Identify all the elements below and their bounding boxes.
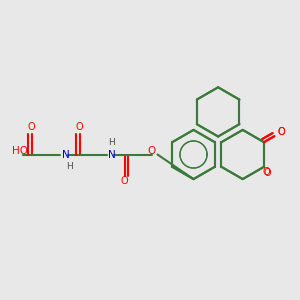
Text: N: N — [108, 149, 116, 160]
Text: HO: HO — [12, 146, 28, 157]
Text: H: H — [108, 138, 115, 147]
Text: O: O — [262, 167, 270, 177]
Text: O: O — [121, 176, 128, 187]
Text: O: O — [277, 128, 285, 137]
Text: H: H — [66, 162, 73, 171]
Text: O: O — [76, 122, 83, 133]
Text: O: O — [28, 122, 35, 133]
Text: O: O — [277, 128, 285, 137]
Text: O: O — [263, 168, 271, 178]
Text: N: N — [61, 149, 69, 160]
Text: O: O — [147, 146, 156, 157]
